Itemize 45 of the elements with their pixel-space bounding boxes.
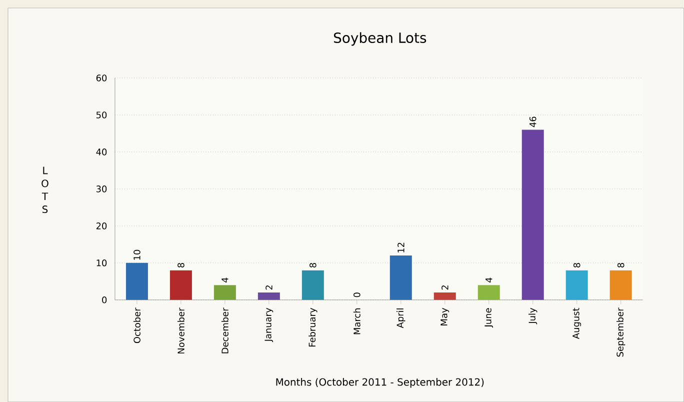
y-tick-label: 20	[96, 222, 107, 230]
bar	[126, 262, 148, 300]
data-label: 2	[442, 285, 448, 290]
y-tick-label: 0	[102, 296, 107, 304]
x-tick-label: August	[572, 308, 582, 339]
x-tick-label: April	[396, 308, 406, 328]
x-axis-title: Months (October 2011 - September 2012)	[276, 378, 484, 388]
bar	[170, 270, 192, 300]
y-tick-label: 10	[96, 259, 107, 266]
bar	[302, 270, 324, 300]
data-label: 8	[573, 262, 580, 268]
x-tick-label: February	[308, 308, 318, 346]
x-tick-label: September	[616, 308, 626, 357]
data-label: 8	[178, 262, 184, 268]
data-label: 12	[398, 242, 404, 252]
x-tick-label: November	[177, 308, 184, 354]
x-tick-label: May	[440, 308, 450, 326]
bar	[214, 285, 236, 300]
y-tick-label: 50	[96, 112, 107, 118]
x-tick-label: October	[133, 308, 140, 344]
data-label: 10	[134, 250, 140, 260]
bar	[610, 270, 632, 300]
data-label: 8	[310, 262, 316, 268]
x-tick-label: March	[353, 308, 360, 334]
y-tick-label: 60	[96, 74, 107, 82]
y-tick-label: 30	[96, 186, 107, 192]
bar	[478, 285, 500, 300]
bar	[258, 292, 280, 300]
x-tick-label: December	[221, 308, 228, 354]
x-tick-label: January	[264, 308, 274, 342]
bar	[566, 270, 588, 300]
data-label: 0	[354, 292, 360, 298]
data-label: 4	[222, 278, 228, 282]
y-tick-label: 40	[96, 148, 107, 156]
data-label: 46	[529, 116, 536, 128]
bar	[390, 255, 412, 300]
x-tick-label: June	[484, 308, 494, 328]
bar	[434, 292, 456, 300]
data-label: 2	[266, 285, 272, 290]
data-label: 8	[617, 262, 624, 268]
data-label: 4	[486, 278, 492, 282]
y-axis-title: L O T S	[42, 166, 48, 214]
chart-title: Soybean Lots	[334, 32, 426, 46]
x-tick-label: July	[528, 308, 538, 324]
bar	[522, 130, 544, 300]
